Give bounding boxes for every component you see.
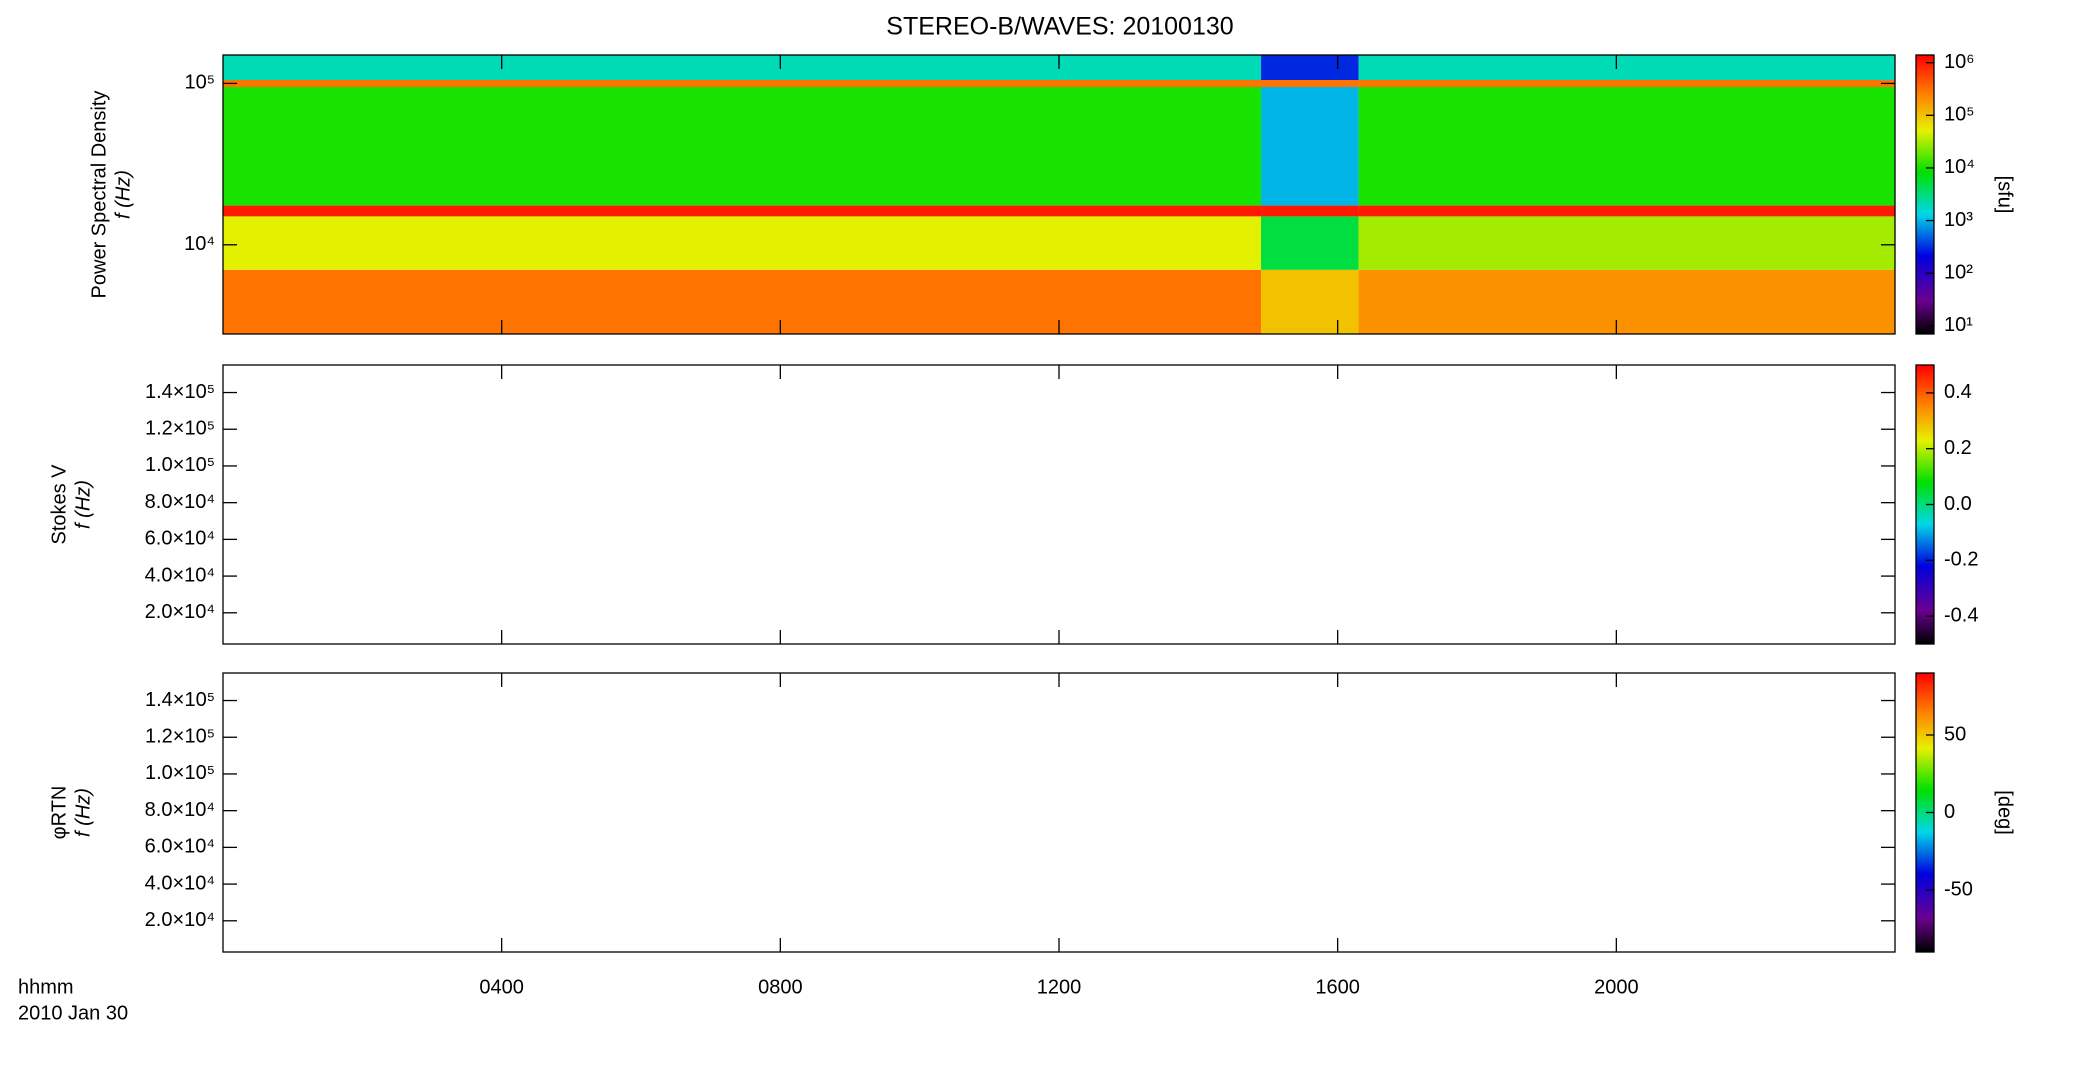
y-tick-label: 8.0×10⁴ (145, 491, 215, 513)
x-tick-label: 1200 (1037, 976, 1082, 998)
colorbar-tick-label: -0.2 (1944, 549, 1978, 571)
heatmap-cell (1261, 205, 1359, 217)
plot-frame (222, 364, 1896, 645)
y-tick-label: 1.2×10⁵ (145, 418, 215, 440)
y-tick-label: 1.0×10⁵ (145, 762, 215, 784)
colorbar-tick-label: 50 (1944, 723, 1966, 745)
colorbar-tick-label: 10³ (1944, 209, 1973, 231)
colorbar-label: [deg] (1994, 790, 2016, 834)
heatmap-cell (223, 87, 1262, 206)
heatmap-cell (1261, 55, 1359, 80)
x-axis-label: hhmm (18, 976, 74, 998)
heatmap-cell (1358, 55, 1895, 80)
y-tick-label: 8.0×10⁴ (145, 799, 215, 821)
colorbar-tick-label: 10⁶ (1944, 51, 1974, 73)
y-axis-label: Stokes V (48, 464, 70, 545)
heatmap-cell (1358, 269, 1895, 334)
y-tick-label: 2.0×10⁴ (145, 601, 215, 623)
y-tick-label: 1.2×10⁵ (145, 726, 215, 748)
y-axis-label: f (Hz) (72, 480, 94, 529)
heatmap-cell (223, 55, 1262, 80)
y-tick-label: 1.0×10⁵ (145, 454, 215, 476)
x-tick-label: 0400 (479, 976, 524, 998)
x-tick-label: 2000 (1594, 976, 1639, 998)
colorbar-tick-label: 0 (1944, 801, 1955, 823)
y-tick-label: 6.0×10⁴ (145, 836, 215, 858)
chart-title: STEREO-B/WAVES: 20100130 (886, 13, 1233, 41)
colorbar-tick-label: 0.4 (1944, 381, 1972, 403)
heatmap-cell (223, 269, 1262, 334)
colorbar (1915, 54, 1935, 335)
y-axis-label: Power Spectral Density (88, 91, 110, 299)
heatmap-cell (1358, 205, 1895, 217)
x-tick-label: 1600 (1315, 976, 1360, 998)
y-axis-label: f (Hz) (112, 170, 134, 219)
colorbar-tick-label: 10⁵ (1944, 104, 1975, 126)
colorbar-label: [sfu] (1994, 176, 2016, 214)
colorbar-tick-label: -50 (1944, 878, 1973, 900)
heatmap-cell (223, 216, 1262, 270)
y-axis-label: φRTN (48, 786, 70, 840)
colorbar-tick-label: 10² (1944, 261, 1973, 283)
heatmap-cell (1261, 216, 1359, 270)
colorbar-tick-label: 0.0 (1944, 493, 1972, 515)
colorbar-tick-label: 0.2 (1944, 437, 1972, 459)
heatmap-cell (223, 205, 1262, 217)
heatmap-cell (1358, 79, 1895, 88)
heatmap-cell (1261, 79, 1359, 88)
y-tick-label: 10⁵ (184, 72, 215, 94)
x-tick-label: 0800 (758, 976, 803, 998)
heatmap-cell (1261, 269, 1359, 334)
heatmap-cell (1261, 87, 1359, 206)
plot-frame (222, 672, 1896, 953)
colorbar-tick-label: 10⁴ (1944, 156, 1975, 178)
heatmap-cell (1358, 87, 1895, 206)
y-tick-label: 1.4×10⁵ (145, 689, 215, 711)
colorbar-tick-label: 10¹ (1944, 314, 1973, 336)
y-tick-label: 4.0×10⁴ (145, 872, 215, 894)
y-tick-label: 6.0×10⁴ (145, 528, 215, 550)
y-axis-label: f (Hz) (72, 788, 94, 837)
y-tick-label: 2.0×10⁴ (145, 909, 215, 931)
y-tick-label: 1.4×10⁵ (145, 381, 215, 403)
y-tick-label: 10⁴ (184, 233, 215, 255)
heatmap-cell (1358, 216, 1895, 270)
date-label: 2010 Jan 30 (18, 1002, 128, 1024)
colorbar-tick-label: -0.4 (1944, 604, 1978, 626)
y-tick-label: 4.0×10⁴ (145, 564, 215, 586)
heatmap-cell (223, 79, 1262, 88)
